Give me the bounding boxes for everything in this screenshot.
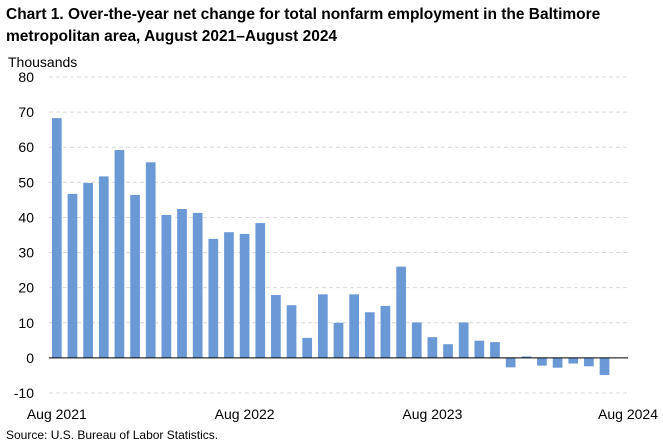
bar <box>443 344 453 358</box>
bar <box>333 322 344 358</box>
bar <box>584 357 594 367</box>
bar <box>51 118 62 358</box>
y-tick-label: -10 <box>14 385 34 401</box>
bar <box>411 322 422 358</box>
y-tick-label: 10 <box>18 315 34 331</box>
bar <box>458 322 469 358</box>
bar <box>552 357 563 368</box>
y-tick-label: 70 <box>18 104 34 120</box>
bars <box>51 118 610 376</box>
bar <box>302 337 313 358</box>
bar <box>318 294 328 358</box>
bar <box>255 223 266 358</box>
bar <box>505 357 516 368</box>
bar <box>114 150 125 358</box>
bar <box>208 238 219 358</box>
chart-title: Chart 1. Over-the-year net change for to… <box>6 6 601 45</box>
bar <box>130 194 140 358</box>
y-tick-label: 80 <box>18 69 34 85</box>
bar <box>161 214 172 358</box>
bar <box>98 176 109 358</box>
y-tick-label: 0 <box>26 350 34 366</box>
x-tick-label: Aug 2021 <box>27 406 87 422</box>
bar <box>396 266 406 358</box>
bar <box>145 162 156 358</box>
bar <box>568 357 579 364</box>
bar <box>239 233 250 358</box>
bar <box>521 356 532 358</box>
bar <box>349 294 359 358</box>
bar <box>490 342 500 358</box>
bar <box>83 183 93 358</box>
bar <box>427 337 438 358</box>
y-tick-label: 60 <box>18 139 34 155</box>
y-tick-labels: 80 70 60 50 40 30 20 10 0 -10 <box>14 69 34 401</box>
bar <box>537 357 547 366</box>
bar <box>271 295 281 358</box>
x-tick-label: Aug 2023 <box>402 406 462 422</box>
y-tick-label: 20 <box>18 280 34 296</box>
bar <box>364 312 375 358</box>
x-tick-label: Aug 2024 <box>598 406 658 422</box>
bar <box>599 357 610 376</box>
bar <box>474 340 485 358</box>
x-tick-label: Aug 2022 <box>215 406 275 422</box>
bar <box>177 209 187 358</box>
y-tick-label: 40 <box>18 209 34 225</box>
y-tick-label: 50 <box>18 174 34 190</box>
source-note: Source: U.S. Bureau of Labor Statistics. <box>6 428 219 442</box>
bar <box>286 305 297 358</box>
x-tick-labels: Aug 2021 Aug 2022 Aug 2023 Aug 2024 <box>27 406 658 422</box>
bar <box>192 212 203 358</box>
y-axis-label: Thousands <box>8 54 77 70</box>
bar <box>67 193 78 358</box>
bar <box>380 305 391 358</box>
bar <box>224 232 234 358</box>
y-tick-label: 30 <box>18 245 34 261</box>
